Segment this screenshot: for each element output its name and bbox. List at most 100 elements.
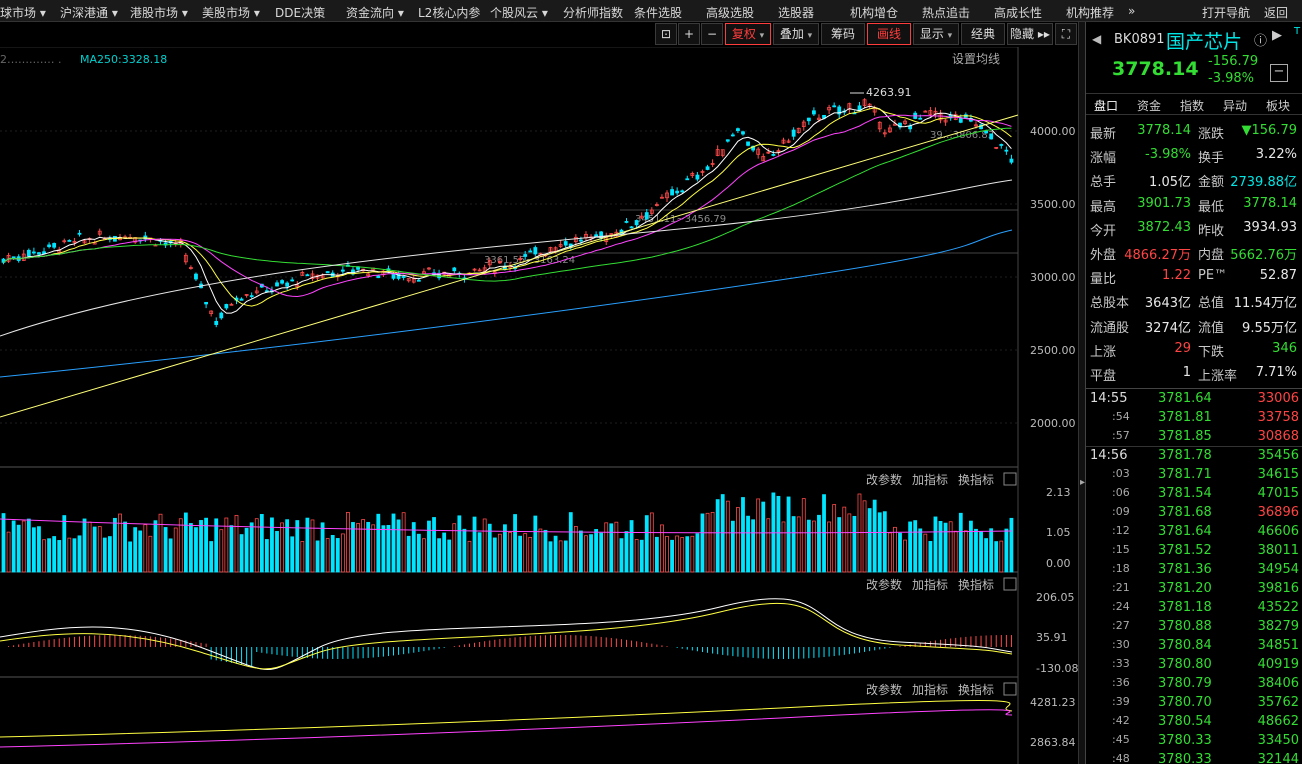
collapse-arrow-icon[interactable]: ▸ <box>1080 477 1086 488</box>
menu-item-1[interactable]: 沪深港通 ▾ <box>60 4 118 21</box>
candle-body <box>999 144 1004 146</box>
dif-line <box>0 598 1013 670</box>
menu-item-18[interactable]: 返回 <box>1264 4 1288 21</box>
macd-tick-label: 206.05 <box>1036 591 1075 604</box>
y-tick-label: 3500.00 <box>1030 198 1076 211</box>
field-value: 2739.88亿 <box>1230 175 1297 191</box>
candle-body <box>452 267 457 272</box>
candle-body <box>832 105 837 108</box>
prev-arrow-icon[interactable]: ◀ <box>1092 32 1102 46</box>
zoom-out-button[interactable]: − <box>701 23 723 45</box>
candle-body <box>746 141 750 146</box>
quote-tab-3[interactable]: 异动 <box>1223 99 1248 113</box>
field-value: 1.22 <box>1162 268 1191 284</box>
tick-row[interactable]: :33 3780.80 40919 <box>1086 656 1302 675</box>
switch-indicator-button: 换指标 <box>958 682 994 697</box>
volume-bar <box>406 535 411 573</box>
menu-item-6[interactable]: L2核心内参 <box>418 4 480 21</box>
menu-item-10[interactable]: 高级选股 <box>706 4 754 21</box>
tick-row[interactable]: :39 3780.70 35762 <box>1086 694 1302 713</box>
tick-row[interactable]: :57 3781.85 30868 <box>1086 428 1302 447</box>
volume-bar <box>568 512 573 573</box>
menu-item-11[interactable]: 选股器 <box>778 4 814 21</box>
candle-body <box>285 282 290 287</box>
menu-item-15[interactable]: 机构推荐 <box>1066 4 1114 21</box>
volume-bar <box>113 517 117 573</box>
volume-bar <box>685 536 690 573</box>
quote-tab-1[interactable]: 资金 <box>1137 99 1162 113</box>
chevron-down-icon: ▾ <box>178 6 188 20</box>
zoom-in-button[interactable]: + <box>678 23 700 45</box>
candle-body <box>923 110 928 113</box>
menu-item-17[interactable]: 打开导航 <box>1202 4 1250 21</box>
tick-row[interactable]: :27 3780.88 38279 <box>1086 618 1302 637</box>
candle-body <box>791 129 796 137</box>
menu-item-9[interactable]: 条件选股 <box>634 4 682 21</box>
candle-body <box>477 269 482 272</box>
minimize-icon[interactable]: − <box>1270 64 1288 82</box>
candle-body <box>189 267 193 269</box>
menu-item-7[interactable]: 个股风云 ▾ <box>490 4 548 21</box>
splitter[interactable]: ▸ <box>1078 22 1085 764</box>
field-label: 昨收 <box>1198 223 1225 239</box>
tick-row[interactable]: :21 3781.20 39816 <box>1086 580 1302 599</box>
chips-button[interactable]: 筹码 <box>821 23 865 45</box>
menu-item-13[interactable]: 热点追击 <box>922 4 970 21</box>
candle-body <box>766 151 771 154</box>
next-arrow-icon[interactable]: ▶ <box>1272 28 1282 43</box>
candle-body <box>751 145 756 151</box>
tick-row[interactable]: :30 3780.84 34851 <box>1086 637 1302 656</box>
tick-row[interactable]: :42 3780.54 48662 <box>1086 713 1302 732</box>
volume-bar <box>594 529 599 573</box>
fuquan-button[interactable]: 复权 ▾ <box>725 23 771 45</box>
tick-row[interactable]: :03 3781.71 34615 <box>1086 466 1302 485</box>
lock-icon[interactable]: ⊡ <box>655 23 677 45</box>
volume-bar <box>589 534 593 573</box>
menu-item-3[interactable]: 美股市场 ▾ <box>202 4 260 21</box>
tick-row[interactable]: :36 3780.79 38406 <box>1086 675 1302 694</box>
menu-item-8[interactable]: 分析师指数 <box>563 4 623 21</box>
tick-row[interactable]: :24 3781.18 43522 <box>1086 599 1302 618</box>
menu-item-12[interactable]: 机构增仓 <box>850 4 898 21</box>
candle-body <box>609 233 614 236</box>
tick-row[interactable]: :15 3781.52 38011 <box>1086 542 1302 561</box>
candle-body <box>938 113 943 121</box>
hide-button[interactable]: 隐藏 ▸▸ <box>1007 23 1053 45</box>
volume-bar <box>290 536 295 573</box>
info-icon[interactable]: ⓘ <box>1254 34 1268 49</box>
menu-item-label: 高成长性 <box>994 6 1043 20</box>
tick-row[interactable]: :54 3781.81 33758 <box>1086 409 1302 428</box>
quote-tab-2[interactable]: 指数 <box>1180 99 1205 113</box>
tick-row[interactable]: :18 3781.36 34954 <box>1086 561 1302 580</box>
tick-time: :42 <box>1112 714 1130 727</box>
menu-item-2[interactable]: 港股市场 ▾ <box>130 4 188 21</box>
quote-panel: ◀ BK0891 国产芯片 ⓘ ▶ T 3778.14 -156.79 -3.9… <box>1085 22 1302 764</box>
menu-item-16[interactable]: » <box>1128 4 1135 18</box>
fullscreen-icon[interactable]: ⛶ <box>1055 23 1077 45</box>
tick-row[interactable]: :06 3781.54 47015 <box>1086 485 1302 504</box>
chart-area[interactable]: 4000.00 3500.00 3000.00 2500.00 2000.00 2…….…… <box>0 47 1078 764</box>
classic-button[interactable]: 经典 <box>961 23 1005 45</box>
menu-item-label: 沪深港通 <box>60 6 109 20</box>
tick-price: 3781.78 <box>1158 448 1212 463</box>
volume-bar <box>867 508 872 573</box>
quote-tab-4[interactable]: 板块 <box>1266 99 1291 113</box>
menu-item-4[interactable]: DDE决策 <box>275 4 325 21</box>
menu-item-0[interactable]: 球市场 ▾ <box>0 4 46 21</box>
display-button[interactable]: 显示 ▾ <box>913 23 959 45</box>
tick-row[interactable]: :45 3780.33 33450 <box>1086 732 1302 751</box>
tick-row[interactable]: :09 3781.68 36896 <box>1086 504 1302 523</box>
menu-item-14[interactable]: 高成长性 <box>994 4 1042 21</box>
candle-body <box>639 215 644 219</box>
draw-line-button[interactable]: 画线 <box>867 23 911 45</box>
tick-row[interactable]: :12 3781.64 46606 <box>1086 523 1302 542</box>
volume-bar <box>219 529 224 573</box>
overlay-button[interactable]: 叠加 ▾ <box>773 23 819 45</box>
quote-tab-0[interactable]: 盘口 <box>1094 99 1119 113</box>
kline-chart[interactable]: 4000.00 3500.00 3000.00 2500.00 2000.00 2…….…… <box>0 47 1078 764</box>
tick-row[interactable]: 14:55 3781.64 33006 <box>1086 390 1302 409</box>
tick-row[interactable]: 14:56 3781.78 35456 <box>1086 446 1302 466</box>
tick-row[interactable]: :48 3780.33 32144 <box>1086 751 1302 764</box>
menu-item-5[interactable]: 资金流向 ▾ <box>346 4 404 21</box>
chevron-down-icon: ▾ <box>250 6 260 20</box>
